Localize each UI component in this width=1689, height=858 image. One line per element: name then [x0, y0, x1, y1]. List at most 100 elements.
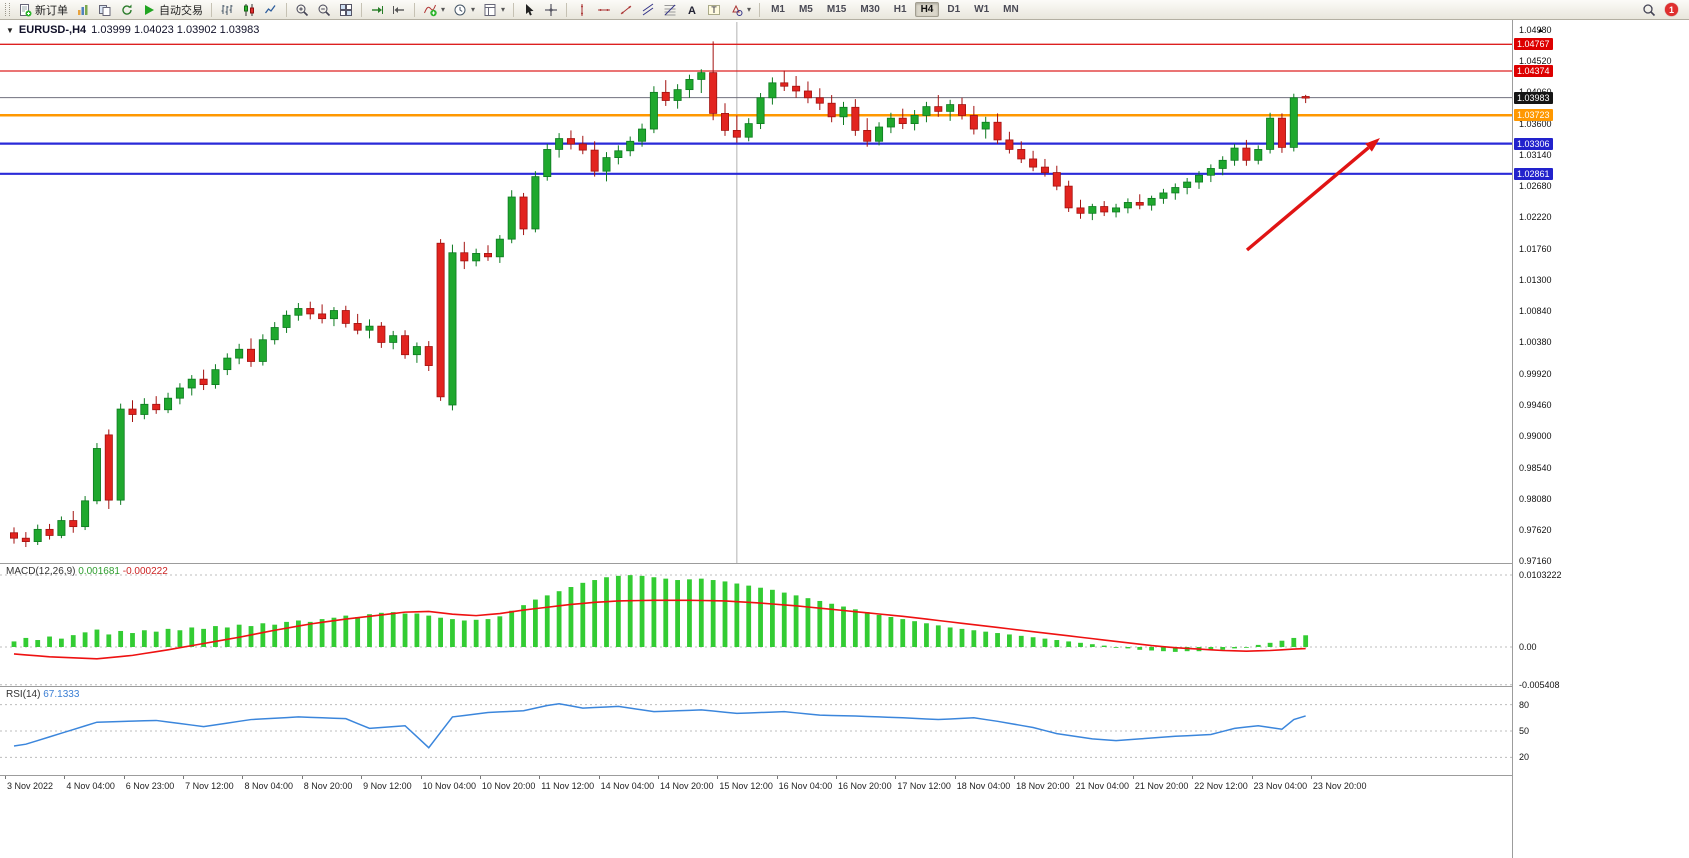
price-tag: 1.02861: [1514, 167, 1553, 180]
candle-body: [815, 97, 824, 104]
bar-chart-button[interactable]: [216, 0, 238, 20]
chevron-down-icon[interactable]: ▼: [6, 25, 14, 35]
vertical-line-button[interactable]: [571, 0, 593, 20]
price-axis-label: 0.99460: [1519, 399, 1552, 410]
macd-bar: [1042, 638, 1048, 647]
candle-body: [341, 310, 350, 324]
text-label-button[interactable]: T: [703, 0, 725, 20]
rsi-canvas[interactable]: [0, 687, 1512, 775]
macd-canvas[interactable]: [0, 564, 1512, 686]
time-axis-tick: [1014, 776, 1016, 779]
candle-body: [270, 327, 279, 341]
candle-body: [1159, 192, 1168, 199]
cursor-icon: [526, 3, 534, 15]
macd-bar: [260, 623, 266, 647]
profiles-button[interactable]: [94, 0, 116, 20]
new-order-button-label: 新订单: [35, 4, 68, 17]
trendline-button[interactable]: [615, 0, 637, 20]
timeframe-d1-button[interactable]: D1: [947, 4, 961, 15]
macd-bar: [509, 610, 515, 647]
indicators-button[interactable]: ▾: [419, 0, 449, 20]
equidistant-channel-button[interactable]: [637, 0, 659, 20]
time-axis-label: 8 Nov 04:00: [244, 781, 293, 791]
candle-body: [1017, 149, 1026, 160]
candle-body: [732, 130, 741, 138]
time-axis-label: 7 Nov 12:00: [185, 781, 234, 791]
candle-body: [306, 308, 315, 315]
time-axis-tick: [1310, 776, 1312, 779]
timeframe-h1-button[interactable]: H1: [893, 4, 907, 15]
cursor-button[interactable]: [518, 0, 540, 20]
periods-button[interactable]: ▾: [449, 0, 479, 20]
panel-toggle-icon[interactable]: ▲: [1537, 27, 1544, 34]
macd-bar: [876, 614, 882, 647]
zoom-out-button[interactable]: [313, 0, 335, 20]
candle-body: [33, 528, 42, 542]
time-axis-tick: [1192, 776, 1194, 779]
shift-icon: [393, 5, 404, 14]
time-axis[interactable]: 3 Nov 2022 4 Nov 04:00 6 Nov 23:00 7 Nov 12…: [0, 776, 1512, 800]
search-icon: [1643, 3, 1656, 16]
tile-windows-button[interactable]: [335, 0, 357, 20]
timeframe-m30-button[interactable]: M30: [860, 4, 880, 15]
timeframe-w1-button[interactable]: W1: [974, 4, 990, 15]
arrows-button[interactable]: ▾: [725, 0, 755, 20]
macd-bar: [213, 626, 218, 647]
fibonacci-button[interactable]: [659, 0, 681, 20]
notifications-badge[interactable]: 1: [1665, 3, 1678, 16]
macd-bar: [710, 580, 716, 647]
macd-bar: [47, 636, 52, 647]
panel-separator[interactable]: [0, 563, 1689, 564]
candle-body: [685, 79, 694, 91]
macd-bar: [592, 580, 598, 647]
candle-body: [104, 434, 113, 501]
refresh-button[interactable]: [116, 0, 138, 20]
charts-button[interactable]: [72, 0, 94, 20]
line-chart-button[interactable]: [260, 0, 282, 20]
candle-body: [92, 448, 101, 502]
trend-arrow-object[interactable]: [1245, 138, 1380, 252]
crosshair-button[interactable]: [540, 0, 562, 20]
macd-bar: [533, 599, 538, 647]
macd-bar: [236, 624, 242, 647]
new-order-button[interactable]: 新订单: [14, 0, 72, 20]
macd-bar: [758, 587, 763, 647]
candle-body: [258, 339, 267, 362]
time-axis-tick: [598, 776, 600, 779]
toolbar-grip[interactable]: [5, 3, 10, 16]
horizontal-line-button[interactable]: [593, 0, 615, 20]
toolbar-separator: [414, 2, 415, 17]
auto-trading-button[interactable]: 自动交易: [138, 0, 207, 20]
candle-body: [1266, 117, 1275, 150]
zoom-in-button[interactable]: [291, 0, 313, 20]
macd-bar: [378, 612, 384, 647]
candle-body: [365, 325, 374, 331]
timeframe-mn-button[interactable]: MN: [1003, 4, 1019, 15]
candlestick-chart-button[interactable]: [238, 0, 260, 20]
text-button[interactable]: A: [681, 0, 703, 20]
panel-separator[interactable]: [0, 686, 1689, 687]
macd-bar: [687, 579, 692, 647]
candle-body: [389, 335, 398, 343]
timeframe-h4-button[interactable]: H4: [914, 2, 940, 17]
macd-bar: [852, 609, 858, 647]
macd-bar: [1232, 647, 1237, 649]
bars-icon: [221, 4, 233, 15]
macd-bar: [402, 613, 408, 647]
auto-scroll-button[interactable]: [366, 0, 388, 20]
panel-separator[interactable]: [0, 775, 1689, 776]
timeframe-m15-button[interactable]: M15: [826, 4, 847, 15]
search-button[interactable]: [1638, 0, 1660, 20]
price-axis-label: 0.99000: [1519, 431, 1552, 442]
templates-button[interactable]: ▾: [479, 0, 509, 20]
price-chart-canvas[interactable]: [0, 22, 1512, 563]
chart-shift-button[interactable]: [388, 0, 410, 20]
timeframe-m5-button[interactable]: M5: [798, 4, 813, 15]
timeframe-m1-button[interactable]: M1: [771, 4, 785, 15]
candle-body: [649, 91, 658, 130]
macd-bar: [829, 603, 835, 647]
hline-icon: [598, 8, 611, 11]
price-axis[interactable]: ▲ 1.049801.045201.040601.036001.031401.0…: [1512, 20, 1689, 858]
macd-bar: [118, 630, 124, 647]
macd-bar: [70, 635, 76, 647]
